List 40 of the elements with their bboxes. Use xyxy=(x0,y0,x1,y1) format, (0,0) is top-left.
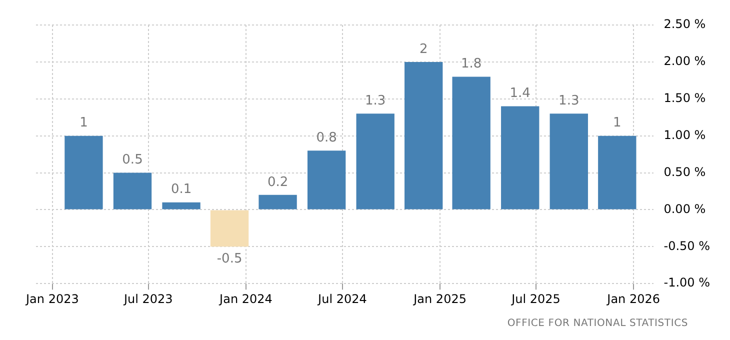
y-tick-label: 2.00 % xyxy=(664,54,706,68)
y-tick-label: 0.50 % xyxy=(664,164,706,179)
data-label: 0.5 xyxy=(122,152,143,168)
data-label: 1.3 xyxy=(558,94,580,109)
y-tick-label: 0.00 % xyxy=(664,202,706,216)
y-tick-label: -0.50 % xyxy=(664,238,710,253)
y-tick-label: 1.00 % xyxy=(664,128,706,142)
y-tick-label: 1.50 % xyxy=(664,91,706,106)
bar xyxy=(307,150,346,210)
x-tick-label: Jul 2023 xyxy=(122,292,173,306)
data-label: 1.8 xyxy=(460,56,482,72)
bar xyxy=(162,202,200,210)
bar xyxy=(210,210,249,247)
x-tick-label: Jan 2026 xyxy=(606,292,660,306)
bar xyxy=(550,114,588,210)
y-tick-label: -1.00 % xyxy=(664,276,710,290)
bar xyxy=(452,76,490,210)
x-tick-label: Jan 2025 xyxy=(412,292,466,306)
x-tick-label: Jan 2024 xyxy=(218,292,272,306)
bar xyxy=(404,62,443,210)
data-label: 1 xyxy=(613,116,622,131)
x-tick-label: Jan 2023 xyxy=(25,292,79,306)
x-tick-label: Jul 2024 xyxy=(317,292,367,306)
text: OFFICE FOR NATIONAL STATISTICS xyxy=(507,318,688,329)
data-label: 1 xyxy=(80,116,88,131)
data-label: -0.5 xyxy=(216,252,242,267)
data-label: 0.8 xyxy=(316,130,337,146)
data-label: 1.3 xyxy=(365,94,386,109)
data-label: 2 xyxy=(419,42,428,57)
bar xyxy=(501,106,540,210)
bar xyxy=(258,194,297,210)
bar xyxy=(64,136,103,210)
data-label: 1.4 xyxy=(510,86,530,102)
bar xyxy=(356,114,394,210)
y-tick-label: 2.50 % xyxy=(664,17,706,32)
bar xyxy=(113,172,152,210)
data-label: 0.2 xyxy=(267,174,288,190)
data-label: 0.1 xyxy=(170,182,192,198)
bar xyxy=(598,136,636,210)
x-tick-label: Jul 2025 xyxy=(510,292,560,306)
